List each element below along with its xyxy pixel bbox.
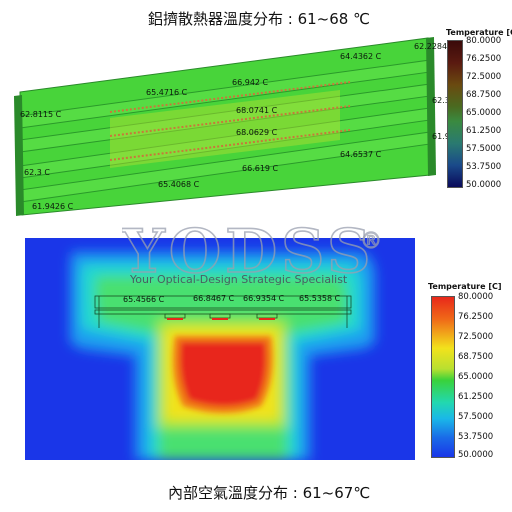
legend-tick: 61.2500 [458, 392, 494, 402]
air-temperature-plot: 65.4566 C 66.8467 C 66.9354 C 65.5358 C [25, 238, 415, 460]
legend-tick: 50.0000 [466, 180, 502, 190]
legend-tick: 68.7500 [458, 352, 494, 362]
probe-label: 61.9426 C [32, 202, 74, 211]
heatsink-render [14, 37, 436, 216]
legend-tick: 57.5000 [466, 144, 502, 154]
probe-label: 64.4362 C [340, 52, 382, 61]
probe-label: 65.4566 C [123, 295, 165, 304]
probe-label: 68.0741 C [236, 106, 278, 115]
watermark-tagline: Your Optical-Design Strategic Specialist [130, 273, 348, 286]
legend-tick: 61.2500 [466, 126, 502, 136]
probe-label: 65.4068 C [158, 180, 200, 189]
probe-label: 62.3 C [24, 168, 50, 177]
legend-tick: 53.7500 [458, 432, 494, 442]
probe-label: 68.0629 C [236, 128, 278, 137]
probe-label: 66.9354 C [243, 294, 285, 303]
legend-tick: 76.2500 [466, 54, 502, 64]
probe-label: 62.2284 C [414, 42, 456, 51]
probe-label: 62.8115 C [20, 110, 62, 119]
legend-tick: 65.0000 [458, 372, 494, 382]
probe-label: 64.6537 C [340, 150, 382, 159]
legend-colorbar [431, 296, 455, 458]
legend-title: Temperature [C] [446, 28, 512, 37]
legend-title: Temperature [C] [428, 282, 502, 291]
legend-tick: 72.5000 [458, 332, 494, 342]
probe-label: 62.3 [432, 96, 450, 105]
legend-tick: 68.7500 [466, 90, 502, 100]
top-plot-title: 鋁擠散熱器溫度分布 : 61~68 ℃ [148, 10, 370, 28]
legend-tick: 72.5000 [466, 72, 502, 82]
legend-tick: 80.0000 [458, 292, 494, 302]
legend-tick: 50.0000 [458, 450, 494, 460]
probe-label: 66.619 C [242, 164, 279, 173]
probe-label: 66.8467 C [193, 294, 235, 303]
air-render [25, 238, 415, 460]
probe-label: 61.9 [432, 132, 450, 141]
legend-tick: 53.7500 [466, 162, 502, 172]
probe-label: 66.942 C [232, 78, 269, 87]
probe-label: 65.5358 C [299, 294, 341, 303]
legend-colorbar [447, 40, 463, 188]
legend-tick: 57.5000 [458, 412, 494, 422]
legend-tick: 80.0000 [466, 36, 502, 46]
heatsink-temperature-plot: 62.2284 C 64.4362 C 66.942 C 65.4716 C 6… [0, 0, 512, 235]
legend-tick: 65.0000 [466, 108, 502, 118]
probe-label: 65.4716 C [146, 88, 188, 97]
legend-tick: 76.2500 [458, 312, 494, 322]
bottom-plot-title: 內部空氣溫度分布 : 61~67℃ [168, 484, 371, 502]
